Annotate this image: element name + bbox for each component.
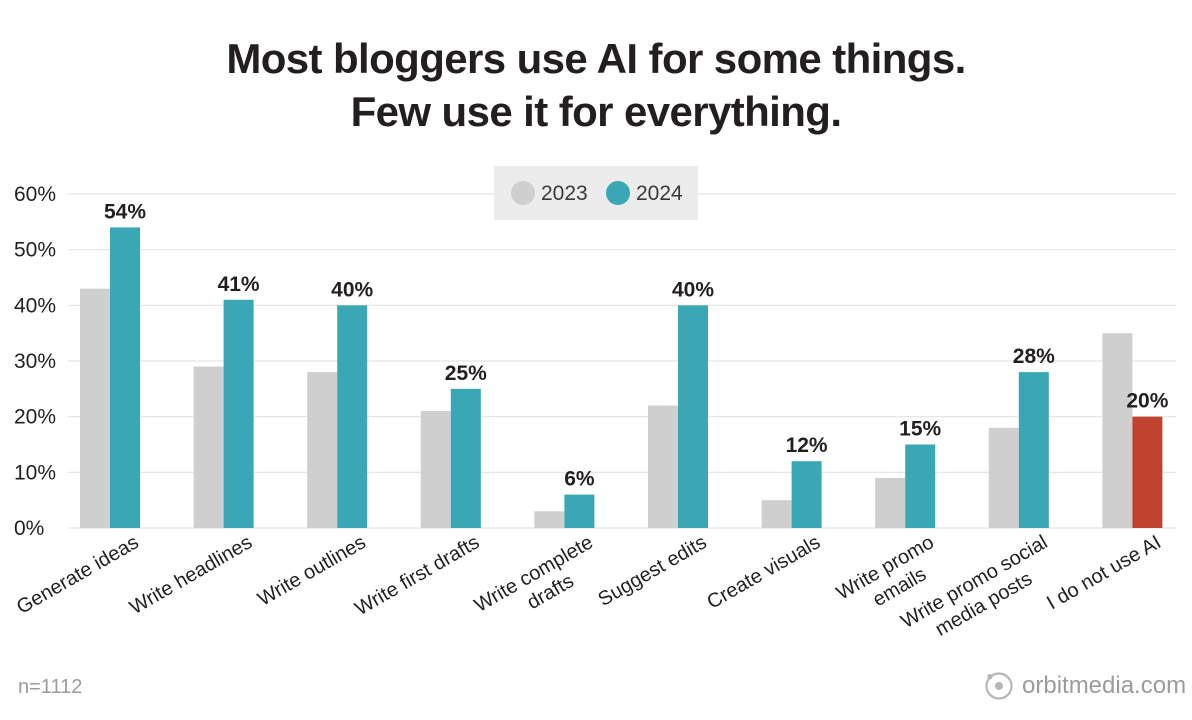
x-tick-label-line: Create visuals (703, 531, 824, 613)
bar-2024 (223, 299, 254, 528)
chart-title: Most bloggers use AI for some things. Fe… (0, 32, 1192, 138)
bar-2024 (791, 461, 822, 528)
bar-2023 (534, 511, 565, 528)
legend-swatch (511, 181, 535, 205)
bar-2024 (905, 444, 936, 528)
data-label: 54% (104, 200, 146, 223)
bar-2024 (564, 494, 595, 528)
x-tick-label: I do not use AI (1043, 531, 1165, 614)
data-label: 41% (218, 273, 260, 296)
data-label: 12% (786, 434, 828, 457)
data-label: 25% (445, 362, 487, 385)
title-line-1: Most bloggers use AI for some things. (226, 35, 966, 82)
bar-2023 (988, 427, 1019, 528)
bar-2023 (193, 366, 224, 528)
data-label: 40% (331, 278, 373, 301)
data-label: 20% (1126, 390, 1168, 413)
data-label: 15% (899, 418, 941, 441)
x-tick-label-line: Generate ideas (13, 531, 142, 618)
y-tick-label: 60% (14, 183, 56, 206)
x-tick-label: Write completedrafts (471, 531, 609, 637)
x-tick-label-line: Write headlines (126, 531, 256, 619)
bar-2023 (761, 500, 792, 528)
y-tick-label: 40% (14, 294, 56, 317)
orbit-logo-icon (985, 672, 1013, 700)
bar-2024 (337, 305, 368, 528)
x-tick-label-line: Write outlines (254, 531, 370, 610)
bar-2023 (80, 288, 110, 528)
x-tick-label: Create visuals (703, 531, 824, 613)
x-tick-label: Generate ideas (13, 531, 142, 618)
y-tick-label: 50% (14, 239, 56, 262)
legend-label: 2024 (636, 182, 683, 205)
bar-2024 (1018, 372, 1049, 528)
bar-2024 (678, 305, 708, 528)
bar-2023 (648, 405, 678, 528)
y-tick-label: 20% (14, 406, 56, 429)
bar-2024 (1132, 416, 1163, 528)
bar-2024 (450, 388, 481, 528)
bar-2023 (875, 477, 906, 528)
legend-label: 2023 (541, 182, 588, 205)
brand-mark[interactable]: orbitmedia.com (984, 668, 1186, 704)
y-tick-label: 10% (14, 461, 56, 484)
x-tick-label-line: I do not use AI (1043, 531, 1165, 614)
x-tick-label-line: Suggest edits (595, 531, 711, 611)
x-tick-label: Write outlines (254, 531, 370, 610)
brand-name: orbitmedia.com (1022, 672, 1187, 699)
bar-2024 (110, 227, 140, 528)
data-label: 28% (1013, 345, 1055, 368)
data-label: 6% (564, 468, 595, 491)
bar-2023 (420, 411, 451, 528)
data-label: 40% (672, 278, 714, 301)
bar-2023 (307, 372, 338, 528)
y-tick-label: 0% (14, 517, 44, 540)
x-tick-label-line: Write first drafts (351, 531, 483, 620)
bar-2023 (1102, 333, 1133, 528)
x-tick-label: Write first drafts (351, 531, 483, 620)
y-tick-label: 30% (14, 350, 56, 373)
x-tick-label: Suggest edits (595, 531, 711, 611)
title-line-2: Few use it for everything. (350, 88, 842, 135)
sample-size-note: n=1112 (18, 676, 83, 698)
legend-swatch (606, 181, 630, 205)
x-tick-label: Write headlines (126, 531, 256, 619)
